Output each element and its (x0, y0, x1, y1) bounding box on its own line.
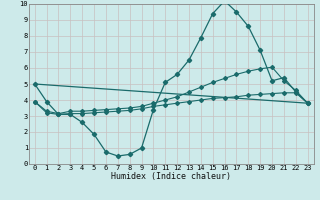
X-axis label: Humidex (Indice chaleur): Humidex (Indice chaleur) (111, 172, 231, 181)
